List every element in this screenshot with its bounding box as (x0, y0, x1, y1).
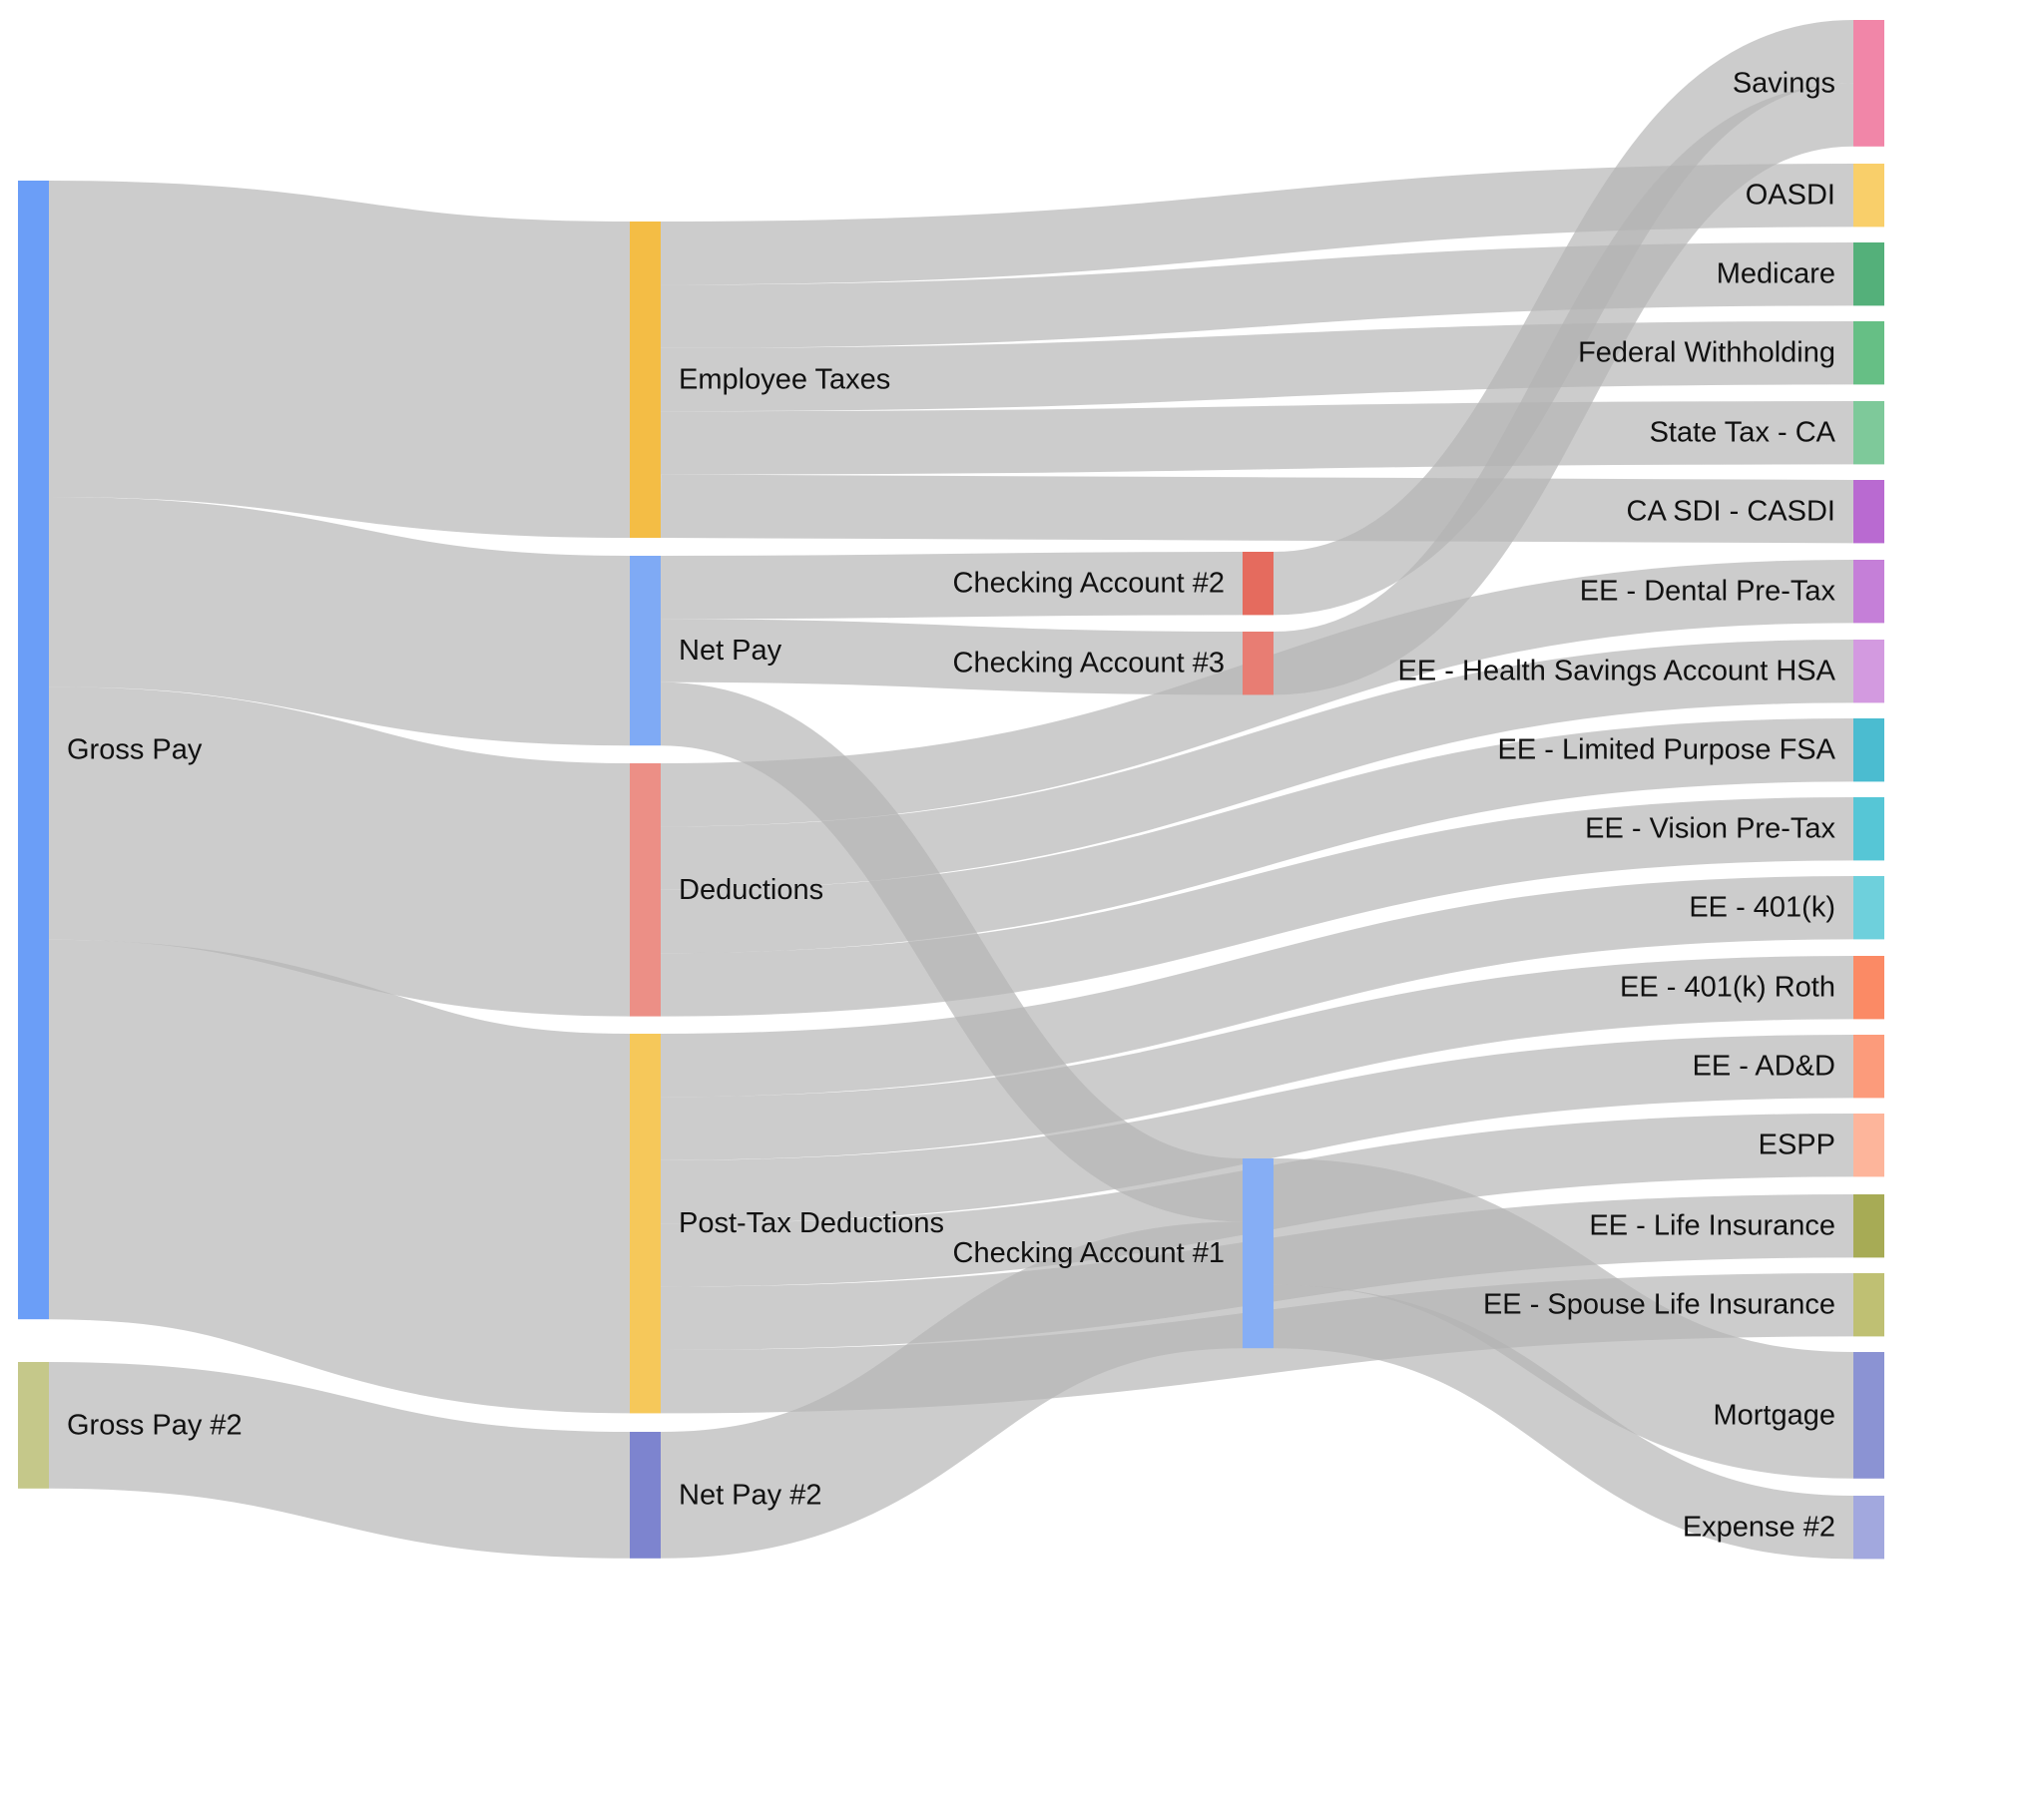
node-label: EE - Health Savings Account HSA (1398, 656, 1836, 687)
node-bar (1243, 632, 1274, 695)
node-label: EE - Dental Pre-Tax (1580, 576, 1836, 608)
node-label: OASDI (1746, 180, 1835, 212)
node-bar (1853, 876, 1884, 940)
node-label: EE - AD&D (1693, 1051, 1835, 1083)
node-bar (18, 181, 49, 1320)
node-bar (1853, 321, 1884, 385)
node-label: State Tax - CA (1650, 417, 1836, 449)
link-3 (47, 939, 632, 1414)
node-label: EE - 401(k) (1689, 892, 1835, 924)
node-bar (630, 1432, 661, 1559)
node-label: Expense #2 (1683, 1512, 1835, 1544)
node-bar (1853, 1496, 1884, 1560)
node-label: Mortgage (1713, 1399, 1835, 1431)
link-23 (660, 1221, 1244, 1559)
link-14 (660, 640, 1854, 890)
node-bar (1853, 1352, 1884, 1479)
node-bar (1853, 1035, 1884, 1099)
node-label: Gross Pay (67, 734, 203, 766)
link-10 (660, 552, 1244, 620)
link-2 (48, 686, 631, 1017)
node-bar (1853, 20, 1884, 147)
node-label: Employee Taxes (679, 364, 890, 396)
link-0 (48, 181, 631, 538)
link-1 (48, 497, 631, 746)
link-24 (1273, 20, 1854, 616)
node-label: EE - Limited Purpose FSA (1498, 734, 1836, 766)
link-19 (660, 1035, 1854, 1224)
node-bar (1243, 1158, 1274, 1349)
nodes-layer (18, 20, 1884, 1560)
node-bar (1853, 718, 1884, 782)
node-bar (1853, 1194, 1884, 1258)
link-26 (1273, 1158, 1854, 1479)
node-label: Savings (1733, 67, 1835, 99)
node-bar (630, 556, 661, 746)
node-bar (1853, 164, 1884, 227)
node-label: EE - Vision Pre-Tax (1585, 813, 1835, 845)
node-label: Gross Pay #2 (67, 1409, 243, 1441)
node-label: Post-Tax Deductions (679, 1207, 944, 1239)
link-9 (660, 474, 1854, 544)
node-label: Checking Account #1 (953, 1237, 1225, 1269)
link-4 (48, 1362, 631, 1559)
node-label: Checking Account #3 (953, 648, 1225, 679)
node-bar (1853, 480, 1884, 544)
link-17 (660, 876, 1854, 1098)
node-label: ESPP (1759, 1130, 1835, 1161)
node-bar (18, 1362, 49, 1489)
node-bar (1243, 552, 1274, 616)
node-bar (1853, 401, 1884, 465)
node-bar (630, 763, 661, 1017)
node-bar (630, 1034, 661, 1414)
node-bar (1853, 1273, 1884, 1337)
node-label: EE - 401(k) Roth (1620, 972, 1835, 1004)
node-bar (630, 222, 661, 538)
node-bar (1853, 1114, 1884, 1177)
node-bar (1853, 797, 1884, 861)
node-bar (1853, 640, 1884, 703)
node-label: Federal Withholding (1578, 337, 1835, 369)
node-bar (1853, 242, 1884, 306)
link-11 (660, 619, 1244, 695)
node-label: Net Pay #2 (679, 1479, 821, 1511)
link-16 (660, 797, 1854, 1017)
node-label: Medicare (1717, 258, 1835, 290)
link-8 (660, 401, 1854, 475)
node-label: EE - Life Insurance (1589, 1210, 1835, 1242)
link-27 (1273, 1284, 1854, 1560)
node-label: CA SDI - CASDI (1627, 496, 1836, 528)
link-25 (1273, 83, 1854, 695)
link-18 (660, 956, 1854, 1160)
node-label: EE - Spouse Life Insurance (1483, 1289, 1835, 1321)
labels-layer: Gross Pay Gross Pay #2 Employee Taxes Net P… (67, 67, 1836, 1543)
node-label: Net Pay (679, 635, 782, 667)
link-7 (660, 321, 1854, 412)
node-bar (1853, 560, 1884, 624)
node-bar (1853, 956, 1884, 1020)
node-label: Deductions (679, 874, 823, 906)
node-label: Checking Account #2 (953, 568, 1225, 600)
link-15 (660, 718, 1854, 954)
